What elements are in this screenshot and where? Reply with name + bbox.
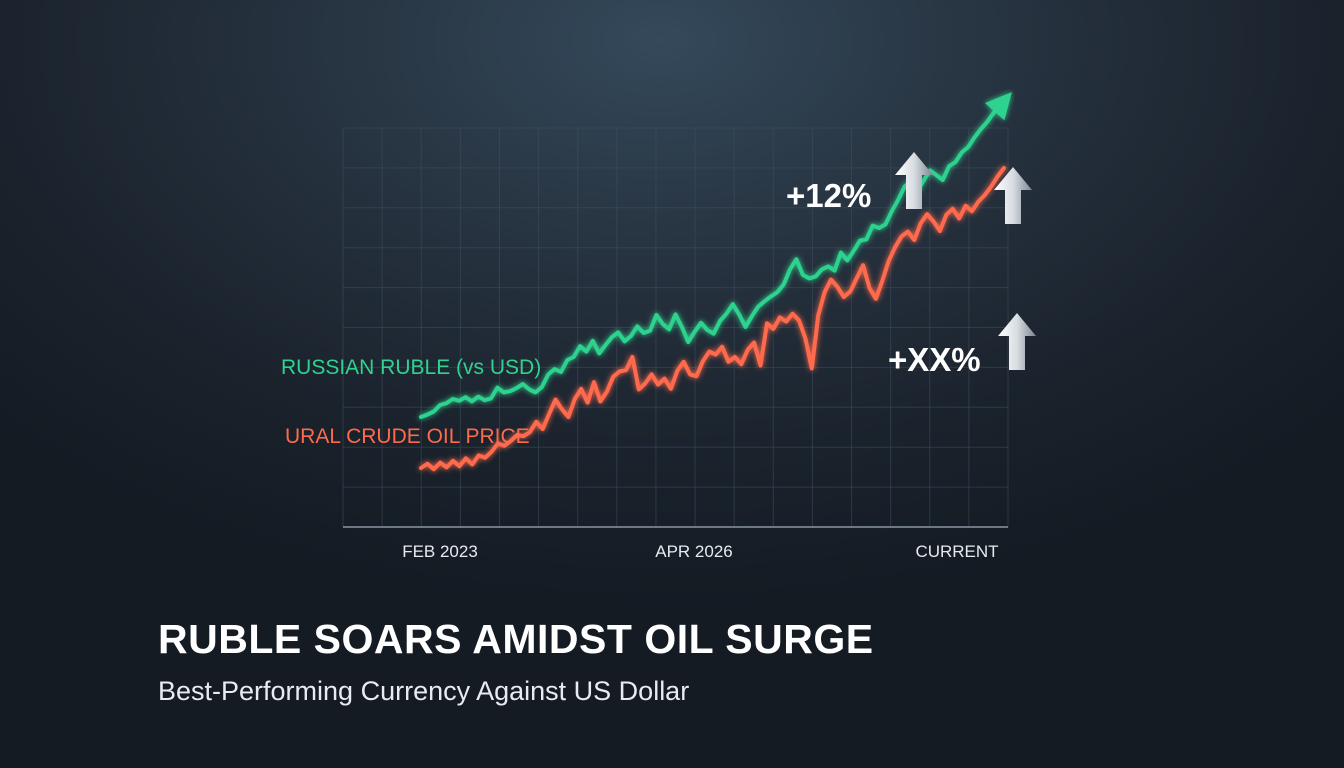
series-label-ruble: RUSSIAN RUBLE (vs USD): [281, 356, 541, 379]
ruble-callout-up-arrow-icon: [895, 152, 933, 209]
x-tick-label: APR 2026: [655, 542, 733, 561]
ruble-series-line: [419, 103, 1002, 419]
ruble-change-callout: +12%: [786, 177, 871, 214]
oil-series-line: [419, 166, 1006, 472]
x-tick-label: FEB 2023: [402, 542, 478, 561]
x-tick-label: CURRENT: [915, 542, 998, 561]
headline: RUBLE SOARS AMIDST OIL SURGE: [158, 616, 874, 662]
series-group: [419, 92, 1012, 472]
subheadline: Best-Performing Currency Against US Doll…: [158, 676, 690, 706]
series-label-oil: URAL CRUDE OIL PRICE: [285, 425, 530, 448]
ruble-arrow-shaft: [992, 103, 1002, 114]
oil-end-up-arrow-icon: [994, 167, 1032, 224]
oil-change-callout: +XX%: [888, 341, 981, 378]
oil-callout-up-arrow-icon: [998, 313, 1036, 370]
